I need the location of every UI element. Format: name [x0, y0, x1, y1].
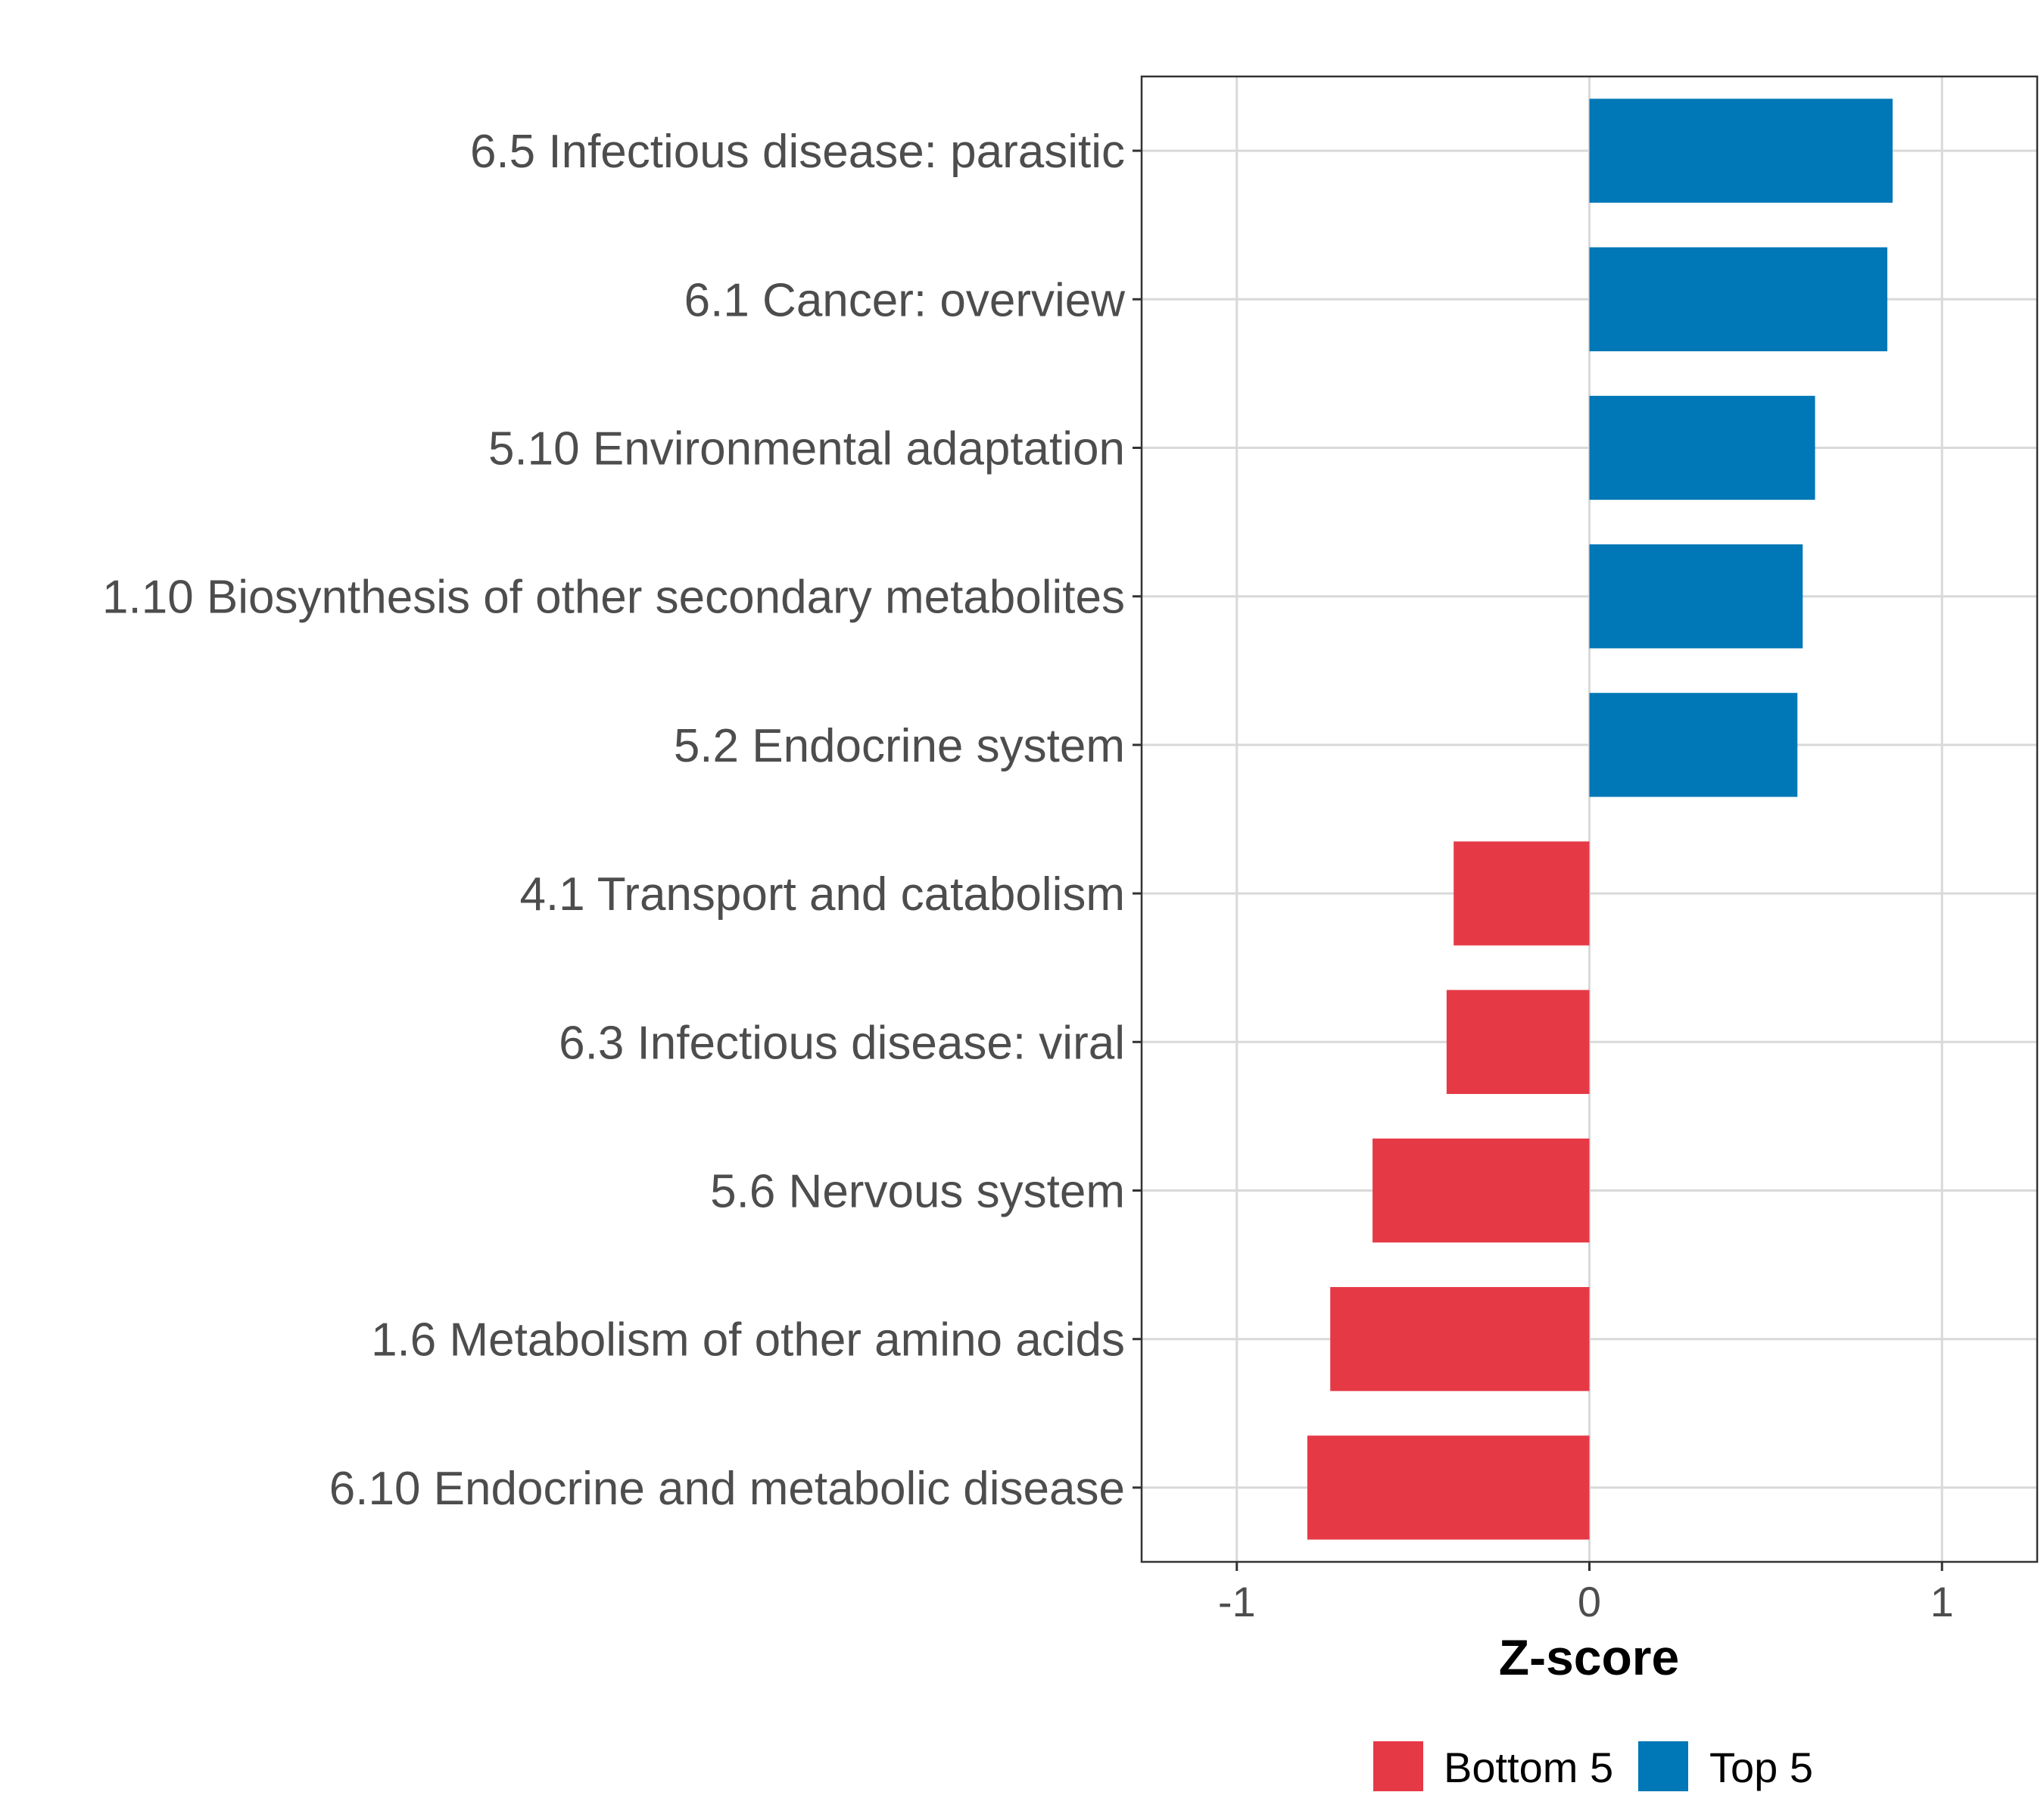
x-tick-label: -1 [1218, 1578, 1256, 1625]
x-tick-label: 1 [1930, 1578, 1954, 1625]
category-label-1-6-metabolism-of-other-amino-acids: 1.6 Metabolism of other amino acids [371, 1314, 1125, 1367]
x-axis-ticks: -1 0 1 [1218, 1562, 1954, 1625]
x-tick-label: 0 [1578, 1578, 1601, 1625]
bar-5-2-endocrine-system [1589, 693, 1798, 797]
bar-1-6-metabolism-of-other-amino-acids [1330, 1287, 1590, 1392]
bar-6-5-infectious-disease-parasitic [1589, 98, 1893, 203]
category-label-1-10-biosynthesis-of-other-secondary-metabolites: 1.10 Biosynthesis of other secondary met… [102, 572, 1125, 624]
category-label-4-1-transport-and-catabolism: 4.1 Transport and catabolism [519, 868, 1125, 921]
x-axis-title: Z-score [1499, 1629, 1679, 1685]
legend-label-top-5: Top 5 [1709, 1744, 1813, 1791]
category-label-6-10-endocrine-and-metabolic-disease: 6.10 Endocrine and metabolic disease [329, 1463, 1125, 1515]
bar-4-1-transport-and-catabolism [1454, 841, 1590, 946]
category-label-6-1-cancer-overview: 6.1 Cancer: overview [684, 274, 1126, 326]
bar-6-10-endocrine-and-metabolic-disease [1307, 1435, 1590, 1540]
bar-5-6-nervous-system [1373, 1138, 1590, 1243]
category-label-6-3-infectious-disease-viral: 6.3 Infectious disease: viral [559, 1017, 1125, 1069]
legend-swatch-top-5 [1638, 1741, 1688, 1791]
bar-1-10-biosynthesis-of-other-secondary-metabolites [1589, 544, 1803, 649]
category-label-5-2-endocrine-system: 5.2 Endocrine system [674, 720, 1125, 772]
legend-label-bottom-5: Bottom 5 [1444, 1744, 1613, 1791]
y-axis-labels: 6.5 Infectious disease: parasitic 6.1 Can… [102, 126, 1125, 1515]
bar-6-3-infectious-disease-viral [1446, 990, 1590, 1094]
category-label-5-6-nervous-system: 5.6 Nervous system [710, 1166, 1125, 1218]
legend: Bottom 5 Top 5 [1373, 1741, 1813, 1791]
category-label-6-5-infectious-disease-parasitic: 6.5 Infectious disease: parasitic [470, 126, 1125, 178]
legend-swatch-bottom-5 [1373, 1741, 1423, 1791]
y-axis-ticks [1133, 149, 1142, 1489]
bar-6-1-cancer-overview [1589, 247, 1888, 351]
bar-5-10-environmental-adaptation [1589, 395, 1815, 500]
category-label-5-10-environmental-adaptation: 5.10 Environmental adaptation [488, 423, 1125, 475]
bars [1307, 98, 1893, 1540]
